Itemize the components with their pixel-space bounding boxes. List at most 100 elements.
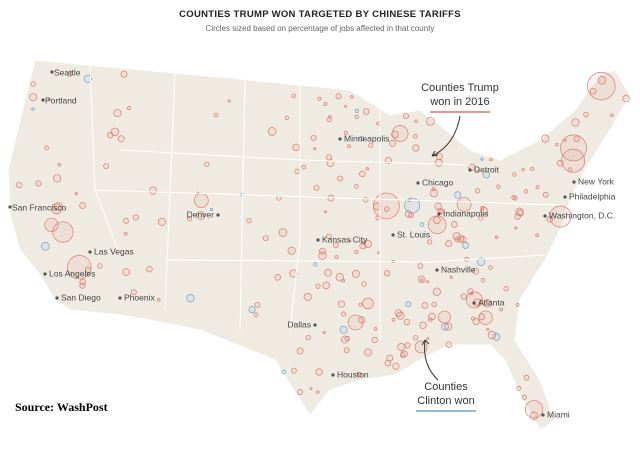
county-circle — [350, 95, 354, 99]
county-circle — [389, 139, 396, 147]
county-circles — [16, 70, 630, 420]
county-circle — [356, 371, 362, 378]
county-circle — [560, 134, 587, 162]
source: Source: WashPost — [15, 400, 108, 414]
county-circle — [515, 207, 524, 216]
county-circle — [117, 135, 125, 143]
city-label: Washington, D.C. — [549, 210, 615, 220]
county-circle — [30, 81, 36, 87]
county-circle — [317, 96, 322, 101]
city-label: Chicago — [422, 177, 453, 187]
county-circle — [123, 231, 128, 236]
county-circle — [404, 197, 421, 214]
county-circle — [426, 117, 435, 126]
county-circle — [120, 70, 128, 78]
county-circle — [213, 112, 219, 118]
city-label: Phoenix — [124, 292, 155, 302]
county-circle — [419, 222, 425, 227]
county-circle — [16, 181, 23, 189]
county-circle — [383, 270, 391, 277]
county-circle — [480, 206, 485, 211]
county-circle — [431, 301, 437, 308]
county-circle — [358, 316, 366, 324]
subtitle: Circles sized based on percentage of job… — [206, 24, 435, 33]
county-circle — [326, 117, 332, 123]
county-circle — [494, 235, 499, 239]
city-dot — [55, 296, 59, 300]
county-circle — [287, 246, 296, 255]
county-circle — [449, 275, 453, 279]
county-circle — [429, 189, 438, 198]
county-circle — [294, 168, 300, 175]
county-circle — [444, 322, 453, 331]
county-circle — [488, 265, 493, 270]
city-label: Dallas — [287, 319, 311, 329]
county-circle — [354, 184, 359, 189]
city-dot — [437, 212, 441, 216]
county-circle — [399, 352, 406, 358]
county-circle — [57, 162, 62, 167]
county-circle — [359, 242, 367, 250]
county-circle — [328, 114, 332, 119]
county-circle — [341, 311, 347, 317]
county-circle — [503, 285, 509, 292]
county-circle — [335, 93, 342, 100]
county-circle — [480, 157, 484, 161]
county-circle — [31, 107, 35, 111]
county-circle — [549, 205, 572, 228]
county-circle — [79, 202, 86, 209]
county-circle — [359, 170, 366, 178]
county-circle — [74, 192, 79, 196]
county-circle — [292, 143, 300, 152]
county-circle — [67, 71, 73, 77]
county-circle — [431, 187, 436, 191]
county-circle — [335, 273, 345, 282]
county-circle — [281, 369, 287, 375]
arrowhead — [421, 339, 430, 346]
county-circle — [44, 145, 49, 151]
county-circle — [450, 221, 458, 228]
county-circle — [426, 337, 430, 341]
county-circle — [313, 184, 320, 191]
city-dot — [541, 413, 545, 417]
county-circle — [405, 301, 412, 308]
county-circle — [377, 251, 380, 255]
county-circle — [337, 300, 345, 308]
county-circle — [427, 239, 433, 245]
city-label: Los Angeles — [49, 268, 95, 278]
county-circle — [523, 374, 530, 381]
county-circle — [403, 318, 411, 326]
county-circle — [334, 255, 339, 260]
county-circle — [284, 115, 289, 120]
annotation-trump: won in 2016 — [429, 96, 489, 108]
county-circle — [476, 169, 480, 173]
county-circle — [427, 215, 447, 234]
county-circle — [113, 108, 122, 118]
county-circle — [456, 197, 472, 212]
county-circle — [376, 121, 381, 126]
city-label: Nashville — [441, 264, 476, 274]
county-circle — [610, 113, 614, 117]
county-circle — [523, 189, 529, 194]
county-circle — [452, 232, 461, 241]
city-dot — [468, 168, 472, 172]
city-label: New York — [578, 176, 615, 186]
county-circle — [44, 217, 59, 232]
county-circle — [289, 269, 298, 278]
city-label: Seattle — [54, 67, 81, 77]
county-circle — [360, 241, 365, 245]
county-circle — [516, 385, 522, 391]
city-dot — [316, 238, 320, 242]
county-circle — [291, 93, 296, 99]
county-circle — [254, 302, 261, 308]
county-circle — [122, 268, 131, 276]
county-circle — [417, 275, 426, 284]
county-circle — [413, 335, 419, 341]
city-dot — [43, 272, 47, 276]
county-circle — [347, 144, 351, 149]
county-circle — [253, 312, 259, 318]
county-circle — [511, 195, 517, 200]
county-circle — [541, 134, 550, 143]
county-circle — [354, 108, 359, 113]
county-circle — [514, 213, 521, 220]
